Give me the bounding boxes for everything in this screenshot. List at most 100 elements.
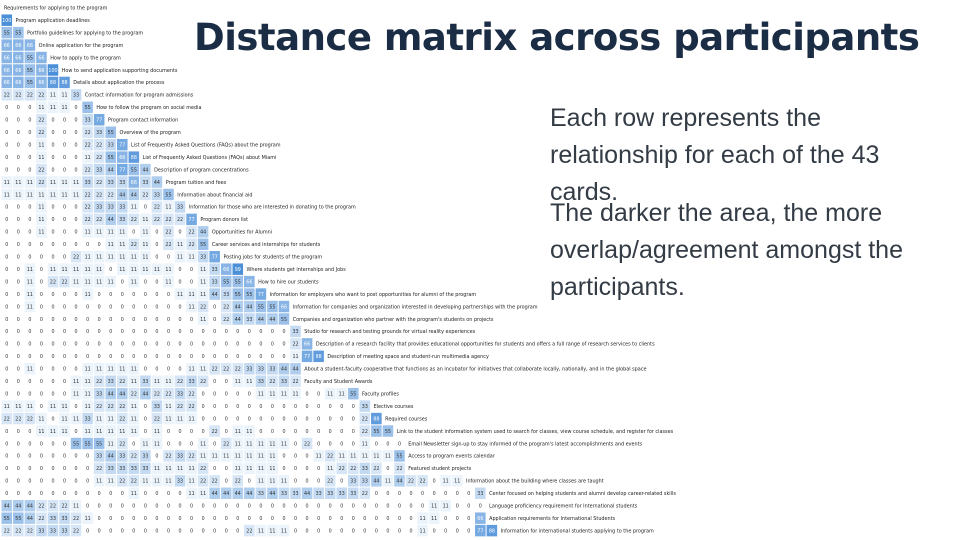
heatmap-cell-value: 44 xyxy=(15,504,21,510)
heatmap-cell-value: 33 xyxy=(119,217,125,223)
heatmap-cell xyxy=(70,275,82,288)
heatmap-cell-value: 0 xyxy=(40,267,43,273)
heatmap-cell-value: 33 xyxy=(258,491,264,497)
heatmap-cell xyxy=(186,300,197,313)
heatmap-cell xyxy=(70,412,82,425)
heatmap-cell-value: 0 xyxy=(40,441,43,447)
heatmap-cell xyxy=(93,114,105,126)
heatmap-cell-value: 11 xyxy=(246,454,252,460)
heatmap-cell-value: 11 xyxy=(443,504,449,510)
heatmap-cell-value: 0 xyxy=(155,342,158,348)
heatmap-cell-value: 55 xyxy=(85,441,91,447)
heatmap-cell-value: 11 xyxy=(316,454,322,460)
heatmap-cell-value: 33 xyxy=(212,267,218,273)
heatmap-cell-value: 0 xyxy=(17,367,20,373)
heatmap-cell-value: 0 xyxy=(98,342,101,348)
heatmap-cell-value: 0 xyxy=(75,217,78,223)
heatmap-cell xyxy=(59,176,70,188)
heatmap-cell-value: 11 xyxy=(119,267,125,273)
heatmap-cell xyxy=(70,387,82,400)
heatmap-cell xyxy=(59,76,70,89)
heatmap-cell-value: 0 xyxy=(248,504,251,510)
heatmap-cell-value: 22 xyxy=(85,130,91,136)
heatmap-cell-value: 11 xyxy=(85,292,91,298)
heatmap-cell-value: 0 xyxy=(167,342,170,348)
heatmap-cell-value: 11 xyxy=(431,516,437,522)
heatmap-cell xyxy=(278,475,290,487)
heatmap-cell-value: 0 xyxy=(167,504,170,510)
heatmap-cell-value: 0 xyxy=(63,217,66,223)
heatmap-cell xyxy=(128,400,140,412)
heatmap-cell-value: 11 xyxy=(73,391,79,397)
heatmap-cell-value: 11 xyxy=(223,454,229,460)
heatmap-cell-value: 11 xyxy=(420,516,426,522)
heatmap-cell-value: 11 xyxy=(96,479,102,485)
heatmap-cell xyxy=(140,163,151,176)
heatmap-cell-value: 0 xyxy=(155,292,158,298)
heatmap-cell-value: 0 xyxy=(109,516,112,522)
heatmap-cell-value: 0 xyxy=(213,342,216,348)
heatmap-cell xyxy=(359,462,371,475)
heatmap-cell xyxy=(82,400,93,412)
heatmap-cell-value: 0 xyxy=(98,329,101,335)
heatmap-cell-value: 0 xyxy=(340,504,343,510)
heatmap-cell-value: 0 xyxy=(109,304,112,310)
heatmap-cell xyxy=(244,300,255,313)
heatmap-cell-value: 11 xyxy=(165,279,171,285)
heatmap-cell-value: 22 xyxy=(165,217,171,223)
heatmap-cell xyxy=(336,387,347,400)
heatmap-cell xyxy=(117,363,128,375)
heatmap-cell xyxy=(93,226,105,238)
heatmap-cell xyxy=(244,487,255,499)
heatmap-cell-value: 0 xyxy=(259,342,262,348)
heatmap-cell-value: 11 xyxy=(200,292,206,298)
heatmap-cell xyxy=(324,450,336,462)
heatmap-cell xyxy=(232,263,244,275)
heatmap-cell-value: 33 xyxy=(316,491,322,497)
heatmap-cell xyxy=(140,450,151,462)
heatmap-cell-value: 0 xyxy=(144,292,147,298)
heatmap-cell-value: 11 xyxy=(131,429,137,435)
heatmap-cell-value: 22 xyxy=(27,528,33,534)
row-label: Application requirements for Internation… xyxy=(489,516,615,522)
heatmap-cell-value: 11 xyxy=(131,416,137,422)
heatmap-cell-value: 0 xyxy=(144,404,147,410)
row-label: Program tuition and fees xyxy=(166,180,227,186)
heatmap-cell-value: 11 xyxy=(258,441,264,447)
heatmap-cell-value: 0 xyxy=(213,304,216,310)
heatmap-cell-value: 0 xyxy=(28,217,31,223)
heatmap-cell-value: 44 xyxy=(304,491,310,497)
heatmap-cell xyxy=(82,101,93,114)
heatmap-cell-value: 0 xyxy=(167,367,170,373)
heatmap-cell-value: 0 xyxy=(398,504,401,510)
heatmap-cell-value: 33 xyxy=(85,180,91,186)
heatmap-cell-value: 22 xyxy=(212,367,218,373)
heatmap-cell-value: 0 xyxy=(17,130,20,136)
heatmap-cell xyxy=(47,89,59,101)
row-label: Elective courses xyxy=(374,404,414,410)
heatmap-cell-value: 0 xyxy=(155,230,158,236)
heatmap-cell-value: 0 xyxy=(121,528,124,534)
row-label: Studio for research and testing grounds … xyxy=(304,329,475,335)
heatmap-cell-value: 11 xyxy=(246,379,252,385)
heatmap-cell-value: 0 xyxy=(63,255,66,261)
heatmap-cell-value: 0 xyxy=(5,491,8,497)
heatmap-cell xyxy=(128,151,140,163)
heatmap-cell-value: 11 xyxy=(96,267,102,273)
heatmap-cell-value: 55 xyxy=(108,130,114,136)
heatmap-cell xyxy=(105,275,116,288)
heatmap-cell-value: 33 xyxy=(200,255,206,261)
heatmap-cell xyxy=(174,213,186,226)
heatmap-cell xyxy=(186,288,197,300)
heatmap-cell-value: 11 xyxy=(85,516,91,522)
heatmap-cell-value: 0 xyxy=(178,317,181,323)
heatmap-cell-value: 22 xyxy=(38,516,44,522)
heatmap-cell-value: 0 xyxy=(17,466,20,472)
heatmap-cell xyxy=(93,151,105,163)
heatmap-cell-value: 44 xyxy=(235,491,241,497)
heatmap-cell-value: 0 xyxy=(375,504,378,510)
heatmap-cell-value: 0 xyxy=(225,504,228,510)
heatmap-cell-value: 22 xyxy=(119,479,125,485)
heatmap-cell-value: 0 xyxy=(144,367,147,373)
heatmap-cell-value: 22 xyxy=(223,304,229,310)
